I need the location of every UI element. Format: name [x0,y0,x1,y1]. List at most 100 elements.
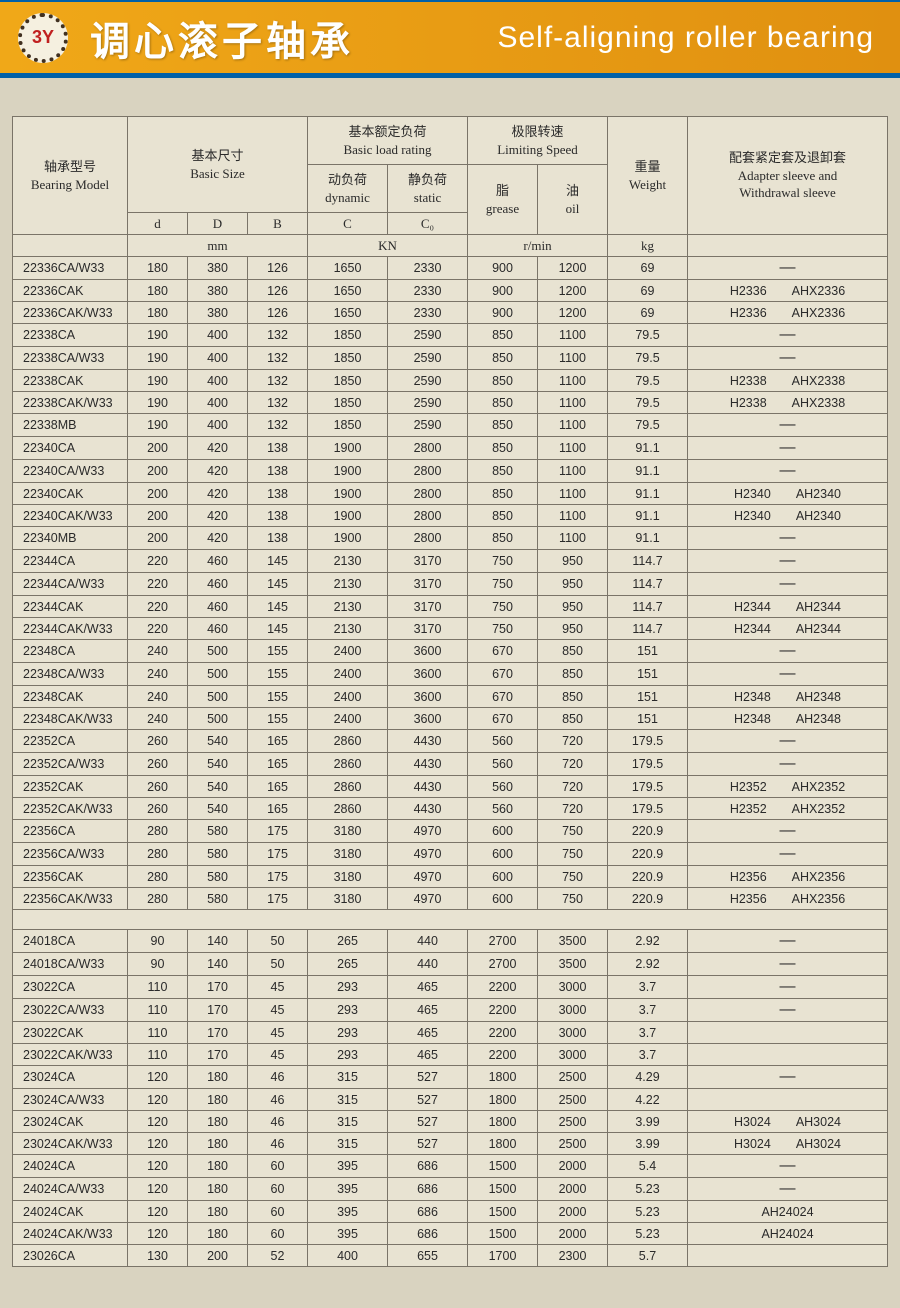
cell-d: 120 [128,1223,188,1245]
cell-sleeve: — [688,976,888,999]
cell-model: 23022CA/W33 [13,999,128,1022]
cell-model: 22344CAK [13,596,128,618]
cell-D: 540 [188,776,248,798]
cell-sleeve: H2356 AHX2356 [688,888,888,910]
hdr-weight: 重量 Weight [608,117,688,235]
cell-oil: 850 [538,686,608,708]
cell-C: 2400 [308,663,388,686]
cell-weight: 69 [608,257,688,280]
cell-oil: 2500 [538,1133,608,1155]
cell-sleeve: H2340 AH2340 [688,483,888,505]
cell-D: 500 [188,708,248,730]
cell-sleeve: — [688,1066,888,1089]
cell-model: 22340MB [13,527,128,550]
cell-weight: 220.9 [608,820,688,843]
cell-B: 126 [248,257,308,280]
table-row: 24018CA9014050265440270035002.92— [13,930,888,953]
cell-C0: 3170 [388,596,468,618]
table-row: 22352CA26054016528604430560720179.5— [13,730,888,753]
cell-d: 220 [128,618,188,640]
cell-weight: 114.7 [608,550,688,573]
cell-B: 175 [248,888,308,910]
hdr-limiting-speed: 极限转速 Limiting Speed [468,117,608,165]
cell-d: 280 [128,866,188,888]
cell-C: 265 [308,930,388,953]
cell-D: 580 [188,866,248,888]
cell-grease: 1800 [468,1066,538,1089]
cell-oil: 720 [538,730,608,753]
cell-sleeve: — [688,640,888,663]
cell-model: 22344CA [13,550,128,573]
cell-C0: 2800 [388,460,468,483]
cell-weight: 151 [608,708,688,730]
cell-C0: 3170 [388,550,468,573]
cell-weight: 3.7 [608,999,688,1022]
hdr-unit-kn: KN [308,235,468,257]
cell-d: 200 [128,483,188,505]
cell-grease: 1800 [468,1111,538,1133]
cell-oil: 3000 [538,976,608,999]
cell-weight: 179.5 [608,798,688,820]
cell-C: 2860 [308,753,388,776]
cell-grease: 560 [468,776,538,798]
cell-C0: 440 [388,953,468,976]
cell-d: 110 [128,976,188,999]
cell-D: 180 [188,1223,248,1245]
cell-C0: 4430 [388,730,468,753]
cell-weight: 114.7 [608,596,688,618]
cell-oil: 2500 [538,1089,608,1111]
cell-d: 120 [128,1111,188,1133]
cell-C: 2860 [308,776,388,798]
table-row: 24024CAK12018060395686150020005.23AH2402… [13,1201,888,1223]
cell-D: 540 [188,753,248,776]
table-body-2: 24018CA9014050265440270035002.92—24018CA… [13,930,888,1267]
cell-oil: 750 [538,888,608,910]
cell-B: 145 [248,550,308,573]
cell-grease: 1700 [468,1245,538,1267]
cell-D: 400 [188,414,248,437]
cell-grease: 750 [468,550,538,573]
cell-sleeve: H3024 AH3024 [688,1133,888,1155]
cell-sleeve: — [688,460,888,483]
table-row: 22352CA/W3326054016528604430560720179.5— [13,753,888,776]
cell-C: 315 [308,1066,388,1089]
cell-B: 46 [248,1089,308,1111]
cell-oil: 1100 [538,324,608,347]
cell-weight: 151 [608,663,688,686]
cell-C0: 2330 [388,280,468,302]
cell-grease: 670 [468,686,538,708]
cell-model: 24018CA/W33 [13,953,128,976]
cell-sleeve: — [688,437,888,460]
cell-sleeve: — [688,1155,888,1178]
cell-grease: 850 [468,324,538,347]
cell-d: 260 [128,753,188,776]
cell-sleeve: AH24024 [688,1201,888,1223]
cell-oil: 1100 [538,527,608,550]
cell-weight: 151 [608,686,688,708]
cell-C: 395 [308,1201,388,1223]
cell-C: 315 [308,1111,388,1133]
cell-d: 280 [128,888,188,910]
cell-D: 540 [188,730,248,753]
cell-C0: 2590 [388,324,468,347]
cell-B: 132 [248,370,308,392]
cell-d: 190 [128,392,188,414]
cell-oil: 720 [538,776,608,798]
hdr-C0: C₀ [388,213,468,235]
cell-sleeve: — [688,820,888,843]
cell-model: 23024CAK/W33 [13,1133,128,1155]
cell-oil: 1100 [538,392,608,414]
cell-B: 60 [248,1223,308,1245]
cell-grease: 850 [468,460,538,483]
table-row: 22338CA19040013218502590850110079.5— [13,324,888,347]
cell-weight: 91.1 [608,483,688,505]
cell-grease: 670 [468,640,538,663]
hdr-B: B [248,213,308,235]
cell-C: 315 [308,1133,388,1155]
cell-C: 395 [308,1155,388,1178]
cell-D: 500 [188,663,248,686]
cell-sleeve: — [688,999,888,1022]
table-row: 22336CA/W3318038012616502330900120069— [13,257,888,280]
cell-sleeve: — [688,257,888,280]
cell-D: 400 [188,347,248,370]
